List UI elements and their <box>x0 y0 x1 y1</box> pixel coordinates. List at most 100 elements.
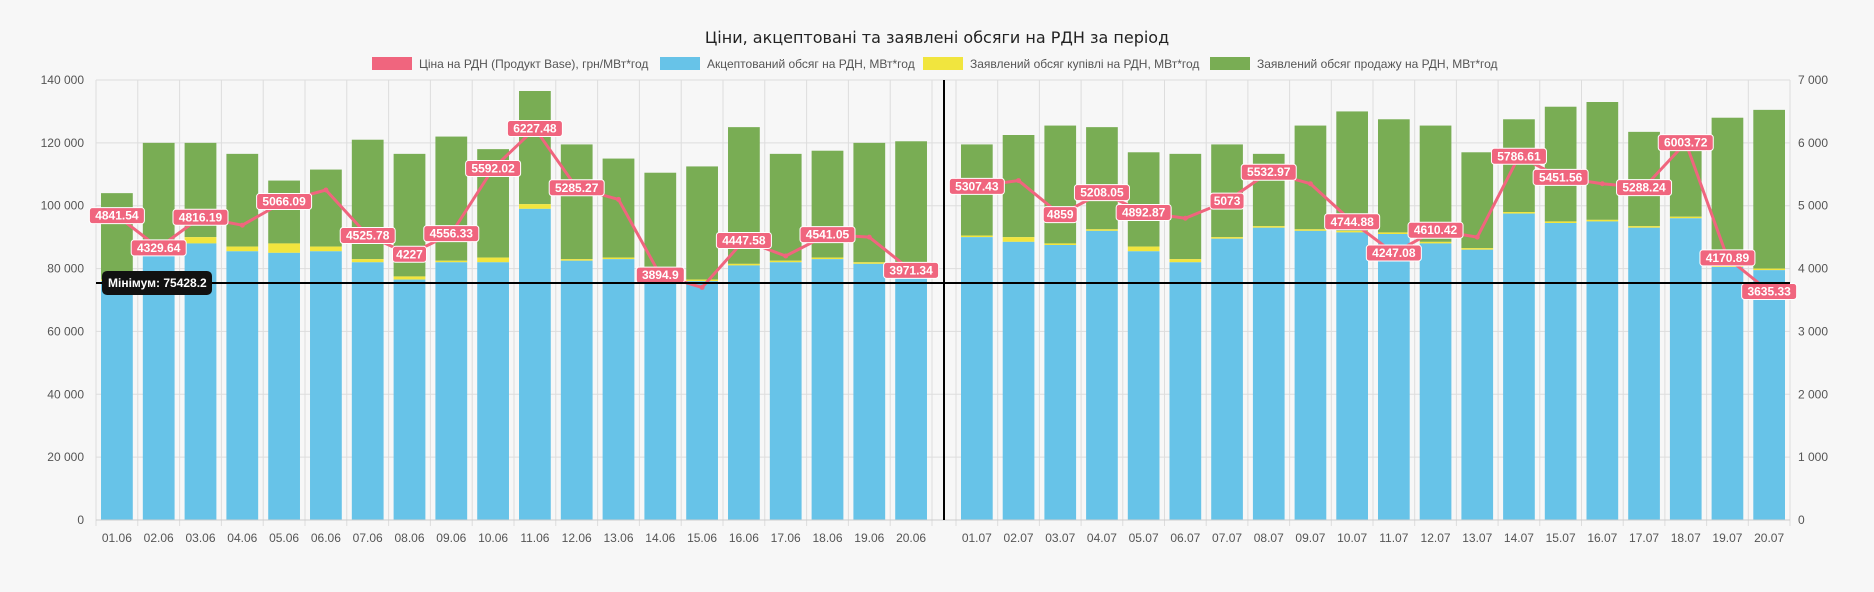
bar-accepted <box>602 259 635 520</box>
x-tick-label: 01.07 <box>962 531 992 545</box>
bar-accepted <box>393 279 426 520</box>
x-tick-label: 12.07 <box>1421 531 1451 545</box>
bar-accepted <box>226 251 259 521</box>
price-label: 4859 <box>1047 208 1074 222</box>
legend-label-buy: Заявлений обсяг купівлі на РДН, МВт*год <box>970 57 1199 71</box>
bar-sell <box>1628 131 1660 227</box>
bar-accepted <box>1753 270 1785 520</box>
y-right-tick-label: 1 000 <box>1798 450 1828 464</box>
bars <box>101 91 1785 521</box>
bar-buy <box>1127 246 1160 252</box>
price-label: 4541.05 <box>806 228 850 242</box>
bar-sell <box>1753 109 1785 269</box>
price-label: 3971.34 <box>889 263 933 277</box>
x-tick-label: 16.06 <box>729 531 759 545</box>
bar-buy <box>519 204 551 209</box>
price-line <box>115 127 913 289</box>
x-tick-label: 04.06 <box>227 531 257 545</box>
x-tick-label: 14.06 <box>645 531 675 545</box>
x-tick-label: 18.07 <box>1671 531 1701 545</box>
x-tick-label: 03.06 <box>185 531 215 545</box>
bar-accepted <box>1211 238 1243 520</box>
x-tick-label: 20.07 <box>1754 531 1784 545</box>
bar-buy <box>1002 237 1035 242</box>
x-tick-label: 03.07 <box>1045 531 1075 545</box>
x-tick-label: 19.06 <box>854 531 884 545</box>
price-label: 4556.33 <box>430 227 474 241</box>
bar-sell <box>101 193 133 280</box>
x-tick-label: 01.06 <box>102 531 132 545</box>
x-tick-label: 05.06 <box>269 531 299 545</box>
y-left-tick-label: 60 000 <box>47 324 84 338</box>
bar-buy <box>560 259 593 261</box>
y-right-tick-label: 3 000 <box>1798 324 1828 338</box>
bar-accepted <box>1086 230 1118 520</box>
bar-sell <box>1669 146 1702 217</box>
bar-buy <box>1336 230 1368 233</box>
legend-label-price: Ціна на РДН (Продукт Base), грн/МВт*год <box>419 57 648 71</box>
bar-sell <box>1294 125 1327 230</box>
bar-accepted <box>961 237 993 520</box>
legend-swatch-accepted <box>660 57 700 70</box>
bar-buy <box>1544 221 1577 223</box>
x-tick-label: 20.06 <box>896 531 926 545</box>
bar-buy <box>351 259 384 263</box>
price-label: 4227 <box>396 247 423 261</box>
bar-buy <box>1461 248 1494 250</box>
bar-accepted <box>1669 218 1702 521</box>
y-right-tick-label: 2 000 <box>1798 387 1828 401</box>
bar-accepted <box>1544 223 1577 520</box>
bar-buy <box>769 260 802 263</box>
bar-buy <box>310 246 342 252</box>
bar-accepted <box>811 259 844 520</box>
bar-buy <box>184 237 217 244</box>
price-point <box>1016 178 1022 184</box>
x-tick-label: 15.06 <box>687 531 717 545</box>
bar-accepted <box>1419 243 1452 520</box>
bar-sell <box>853 142 886 263</box>
x-tick-label: 09.07 <box>1295 531 1325 545</box>
price-label-bg <box>1532 168 1589 186</box>
bar-sell <box>1044 125 1077 244</box>
bar-sell <box>1086 127 1118 230</box>
bar-sell <box>142 142 175 251</box>
price-point <box>239 222 245 228</box>
price-label-bg <box>1365 244 1422 262</box>
legend: Ціна на РДН (Продукт Base), грн/МВт*год А… <box>372 57 1498 71</box>
x-tick-label: 17.07 <box>1629 531 1659 545</box>
price-point <box>1599 181 1605 187</box>
price-label: 5208.05 <box>1080 186 1124 200</box>
bar-accepted <box>728 265 760 520</box>
bar-sell <box>769 153 802 261</box>
y-right-tick-label: 5 000 <box>1798 199 1828 213</box>
bar-buy <box>811 257 844 260</box>
y-right-tick-label: 7 000 <box>1798 73 1828 87</box>
bar-sell <box>1211 144 1243 238</box>
x-tick-label: 07.07 <box>1212 531 1242 545</box>
x-tick-label: 07.06 <box>353 531 383 545</box>
bar-buy <box>1503 212 1535 214</box>
chart-title: Ціни, акцептовані та заявлені обсяги на … <box>705 28 1169 47</box>
bar-buy <box>435 260 468 263</box>
price-label: 3894.9 <box>642 268 679 282</box>
bar-buy <box>602 257 635 260</box>
bar-buy <box>393 276 426 280</box>
price-label-bg <box>1042 206 1078 224</box>
bar-buy <box>1419 241 1452 244</box>
bar-sell <box>644 172 677 275</box>
legend-label-sell: Заявлений обсяг продажу на РДН, МВт*год <box>1257 57 1498 71</box>
price-point <box>699 284 705 290</box>
bar-buy <box>1086 229 1118 231</box>
y-right-tick-label: 6 000 <box>1798 136 1828 150</box>
price-label-bg <box>1616 179 1673 197</box>
bar-sell <box>1544 106 1577 222</box>
price-label-bg <box>465 160 522 178</box>
x-tick-label: 10.07 <box>1337 531 1367 545</box>
bar-buy <box>1252 226 1285 228</box>
x-tick-label: 16.07 <box>1587 531 1617 545</box>
price-label-bg <box>799 226 856 244</box>
price-label-bg <box>1490 147 1547 165</box>
x-tick-label: 17.06 <box>771 531 801 545</box>
price-label-bg <box>1209 192 1245 210</box>
price-label-bg <box>1657 134 1714 152</box>
